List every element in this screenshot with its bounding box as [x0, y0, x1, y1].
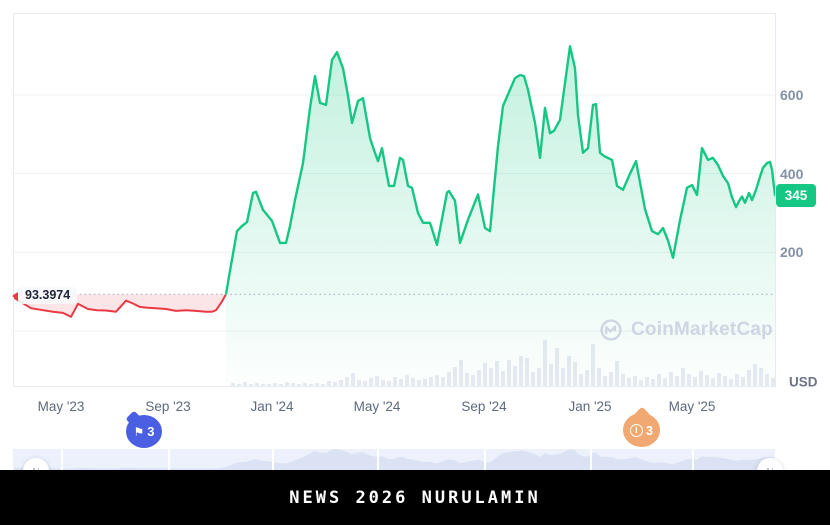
x-axis-label: Sep '23 — [145, 399, 191, 414]
minimap-area — [14, 449, 775, 470]
flag-events-count: 3 — [147, 424, 155, 439]
y-axis-label-600: 600 — [780, 87, 804, 104]
x-axis-label: May '25 — [668, 399, 716, 414]
minimap-divider — [377, 449, 379, 470]
minimap-divider — [168, 449, 170, 470]
minimap-divider — [61, 449, 63, 470]
timeline-minimap[interactable] — [13, 449, 775, 470]
footer-text: NEWS 2026 NURULAMIN — [289, 487, 541, 508]
price-line-green — [224, 45, 777, 296]
minimap-divider — [484, 449, 486, 470]
y-axis-label-200: 200 — [780, 244, 804, 261]
x-axis-label: May '24 — [353, 399, 401, 414]
price-line-red — [13, 293, 227, 318]
flag-events-badge[interactable]: ⚑ 3 — [126, 415, 162, 448]
price-area-fill — [226, 46, 775, 387]
footer-bar: NEWS 2026 NURULAMIN — [0, 470, 830, 525]
x-axis-label: May '23 — [37, 399, 85, 414]
minimap-divider — [590, 449, 592, 470]
minimap-divider — [272, 449, 274, 470]
x-axis-label: Jan '24 — [250, 399, 294, 414]
x-axis-label: Sep '24 — [461, 399, 507, 414]
minimap-divider — [692, 449, 694, 470]
current-price-badge: 345 — [776, 184, 816, 207]
watermark-text: CoinMarketCap — [631, 319, 773, 340]
flag-icon: ⚑ — [133, 424, 145, 439]
coinmarketcap-watermark: CoinMarketCap — [600, 319, 773, 341]
info-icon: i — [629, 423, 643, 437]
info-events-count: 3 — [645, 422, 654, 438]
y-axis-label-400: 400 — [780, 165, 804, 182]
y-axis-unit-label: USD — [789, 374, 818, 390]
minimap-silhouette — [14, 449, 775, 470]
baseline-marker-icon — [12, 292, 18, 300]
coinmarketcap-logo-icon — [600, 319, 622, 341]
info-events-badge[interactable]: i 3 — [623, 413, 660, 447]
price-chart-canvas[interactable] — [0, 0, 830, 445]
plot-border — [13, 13, 776, 387]
baseline-price-label: 93.3974 — [18, 287, 78, 304]
x-axis-label: Jan '25 — [568, 399, 612, 414]
